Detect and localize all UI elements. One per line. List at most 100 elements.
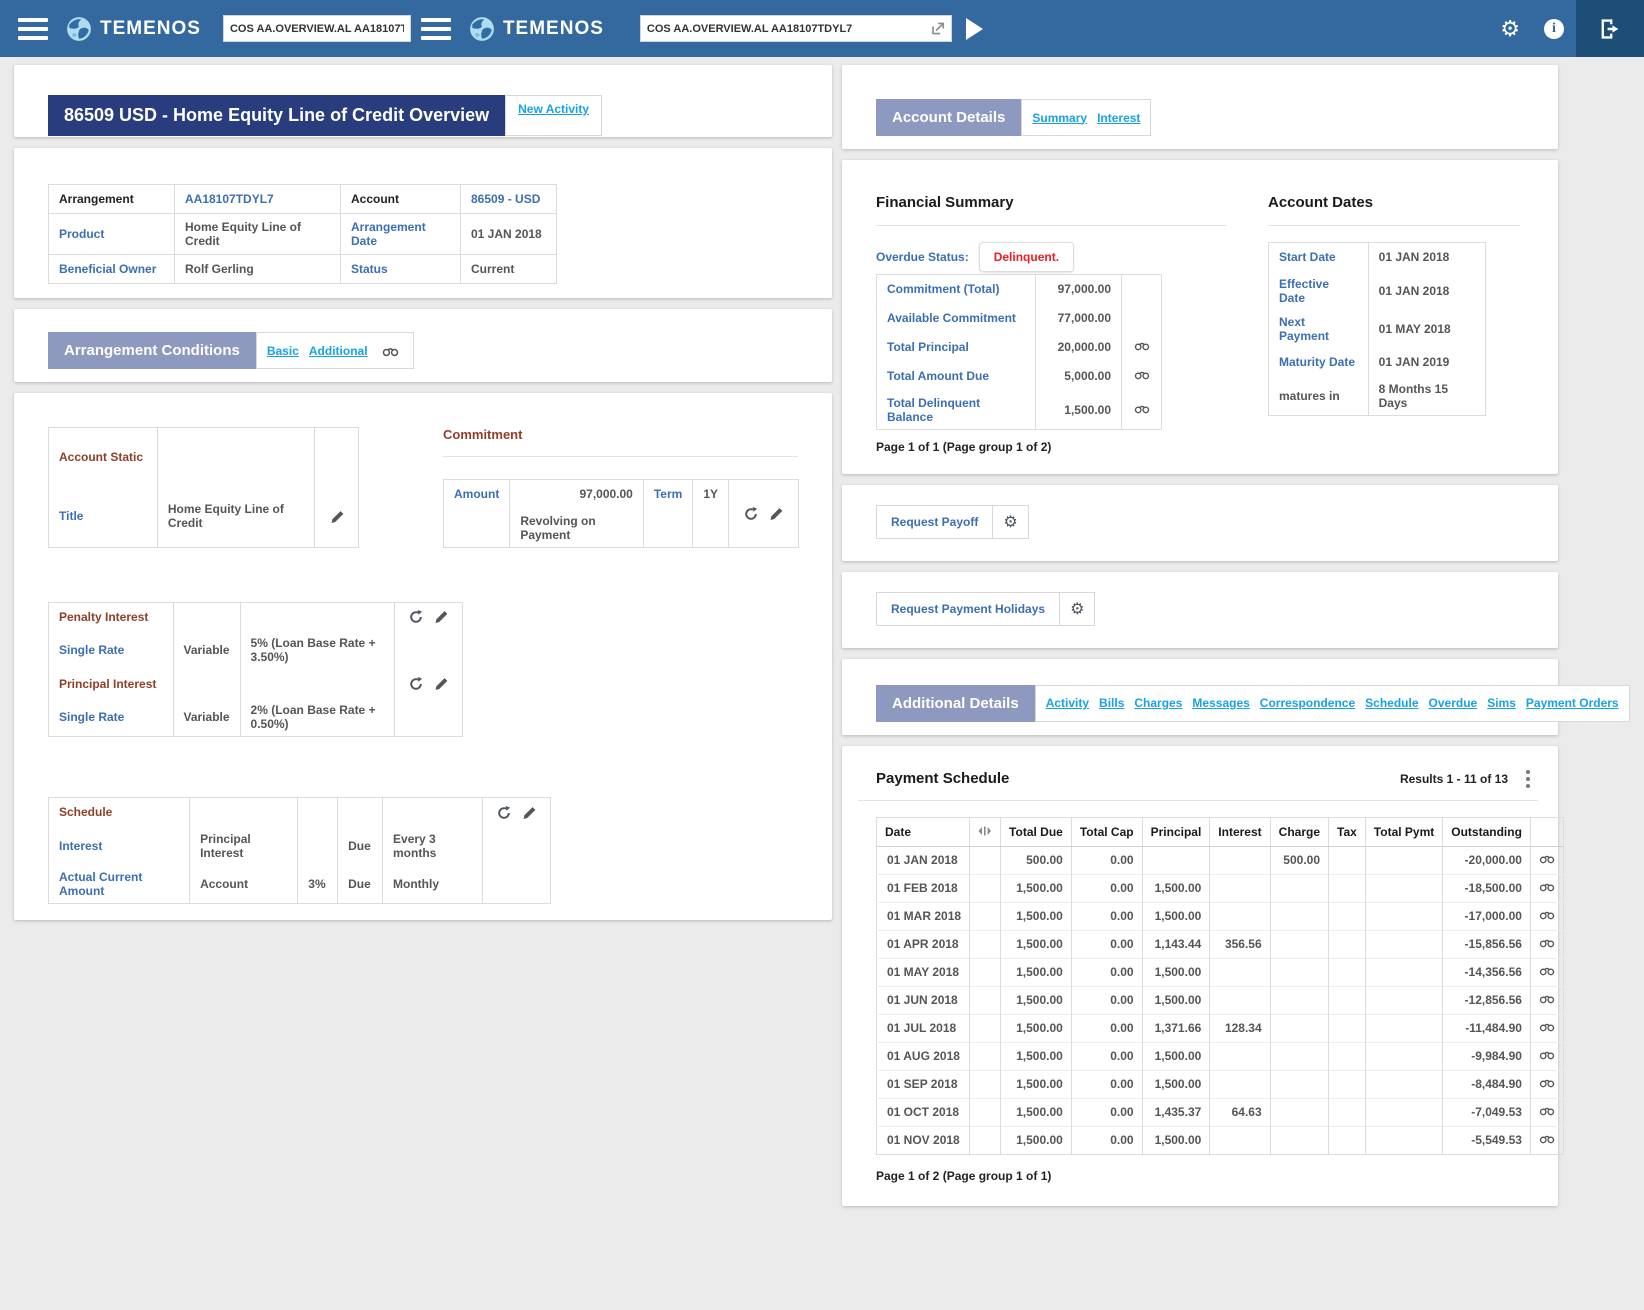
next-payment-value: 01 MAY 2018	[1367, 309, 1486, 348]
col-date[interactable]: Date	[876, 817, 970, 847]
payment-row[interactable]: 01 AUG 2018 1,500.00 0.00 1,500.00 -9,98…	[876, 1041, 1564, 1070]
rate-value: 2% (Loan Base Rate + 0.50%)	[239, 698, 395, 737]
payment-row[interactable]: 01 MAR 2018 1,500.00 0.00 1,500.00 -17,0…	[876, 901, 1564, 930]
edit-pencil-icon[interactable]	[434, 677, 448, 691]
hamburger-menu-icon[interactable]	[18, 17, 48, 40]
binoculars-icon[interactable]	[1134, 369, 1150, 380]
rate-value: 5% (Loan Base Rate + 3.50%)	[239, 631, 395, 669]
col-charge[interactable]: Charge	[1269, 817, 1329, 847]
account-details-title: Account Details	[876, 99, 1022, 136]
payment-row[interactable]: 01 OCT 2018 1,500.00 0.00 1,435.37 64.63…	[876, 1097, 1564, 1126]
payment-orders-link[interactable]: Payment Orders	[1525, 696, 1619, 710]
binoculars-icon[interactable]	[1539, 993, 1555, 1004]
refresh-icon[interactable]	[497, 805, 511, 820]
charges-link[interactable]: Charges	[1134, 696, 1183, 710]
edit-pencil-icon[interactable]	[330, 510, 344, 524]
amount-value: 97,000.00	[509, 479, 644, 509]
table-menu-dots-icon[interactable]	[1526, 769, 1530, 788]
account-id[interactable]: 86509 - USD	[460, 184, 557, 214]
run-command-icon[interactable]	[965, 17, 983, 40]
logout-area[interactable]	[1576, 0, 1644, 57]
summary-link[interactable]: Summary	[1032, 110, 1088, 125]
column-resize-icon[interactable]	[969, 817, 1001, 847]
total-delinquent-balance-value: 1,500.00	[1035, 390, 1122, 429]
binoculars-icon[interactable]	[1134, 340, 1150, 351]
brand-name: TEMENOS	[502, 17, 604, 39]
payment-row[interactable]: 01 APR 2018 1,500.00 0.00 1,143.44 356.5…	[876, 929, 1564, 958]
binoculars-icon[interactable]	[1134, 403, 1150, 414]
arrangement-id[interactable]: AA18107TDYL7	[174, 184, 341, 214]
cell-date: 01 SEP 2018	[876, 1069, 970, 1098]
cell-outstanding: -11,484.90	[1442, 1013, 1531, 1042]
payment-row[interactable]: 01 JUN 2018 1,500.00 0.00 1,500.00 -12,8…	[876, 985, 1564, 1014]
new-activity-link[interactable]: New Activity	[518, 102, 590, 116]
overdue-link[interactable]: Overdue	[1428, 696, 1478, 710]
info-icon[interactable]: i	[1544, 18, 1564, 39]
payment-row[interactable]: 01 JUL 2018 1,500.00 0.00 1,371.66 128.3…	[876, 1013, 1564, 1042]
payment-row[interactable]: 01 FEB 2018 1,500.00 0.00 1,500.00 -18,5…	[876, 873, 1564, 902]
binoculars-icon[interactable]	[1539, 1049, 1555, 1060]
refresh-icon[interactable]	[409, 676, 423, 691]
refresh-icon[interactable]	[409, 610, 423, 624]
hamburger-menu-icon-2[interactable]	[420, 17, 451, 40]
settings-gear-icon[interactable]: ⚙	[1500, 15, 1520, 41]
col-outstanding[interactable]: Outstanding	[1442, 817, 1531, 847]
bills-link[interactable]: Bills	[1099, 696, 1125, 710]
term-value: 1Y	[692, 479, 729, 509]
edit-pencil-icon[interactable]	[769, 507, 783, 521]
interest-link[interactable]: Interest	[1097, 110, 1141, 125]
payment-row[interactable]: 01 JAN 2018 500.00 0.00 500.00 -20,000.0…	[876, 845, 1564, 874]
refresh-icon[interactable]	[744, 506, 758, 521]
binoculars-icon[interactable]	[1539, 965, 1555, 976]
payment-row[interactable]: 01 MAY 2018 1,500.00 0.00 1,500.00 -14,3…	[876, 957, 1564, 986]
command-input-left[interactable]	[229, 22, 404, 35]
total-amount-due-value: 5,000.00	[1035, 361, 1122, 391]
binoculars-icon[interactable]	[1539, 1133, 1555, 1144]
binoculars-icon[interactable]	[1539, 853, 1555, 864]
cell-tax	[1328, 957, 1366, 986]
binoculars-icon[interactable]	[1539, 937, 1555, 948]
col-total-cap[interactable]: Total Cap	[1070, 817, 1143, 847]
cell-total-pymt	[1364, 901, 1443, 930]
edit-pencil-icon[interactable]	[434, 610, 448, 624]
additional-link[interactable]: Additional	[308, 343, 368, 358]
interest-label: Interest	[59, 838, 103, 853]
activity-link[interactable]: Activity	[1045, 696, 1090, 710]
schedule-link[interactable]: Schedule	[1365, 696, 1419, 710]
request-payoff-button[interactable]: Request Payoff	[877, 505, 993, 538]
logout-icon[interactable]	[1598, 17, 1622, 41]
account-details-header-card: Account Details Summary Interest	[842, 65, 1558, 149]
binoculars-icon[interactable]	[1539, 1021, 1555, 1032]
binoculars-icon[interactable]	[1539, 909, 1555, 920]
messages-link[interactable]: Messages	[1192, 696, 1250, 710]
payment-row[interactable]: 01 NOV 2018 1,500.00 0.00 1,500.00 -5,54…	[876, 1125, 1564, 1154]
payoff-gear-icon[interactable]: ⚙	[992, 505, 1027, 538]
edit-pencil-icon[interactable]	[522, 806, 536, 820]
col-total-due[interactable]: Total Due	[1000, 817, 1072, 847]
sims-link[interactable]: Sims	[1487, 696, 1516, 710]
arrangement-conditions-title: Arrangement Conditions	[48, 332, 256, 369]
single-rate-label: Single Rate	[59, 643, 125, 657]
top-bar: TEMENOS TEMENOS ⚙ i	[0, 0, 1644, 57]
penalty-interest-title: Penalty Interest	[59, 609, 149, 624]
request-payment-holidays-button[interactable]: Request Payment Holidays	[877, 592, 1060, 625]
brand-name: TEMENOS	[100, 17, 201, 39]
account-label: Account	[340, 184, 461, 214]
main-content: 86509 USD - Home Equity Line of Credit O…	[0, 57, 1644, 1217]
col-principal[interactable]: Principal	[1141, 817, 1210, 847]
binoculars-icon[interactable]	[1539, 1077, 1555, 1088]
payment-row[interactable]: 01 SEP 2018 1,500.00 0.00 1,500.00 -8,48…	[876, 1069, 1564, 1098]
command-input-right[interactable]	[646, 22, 931, 35]
col-interest[interactable]: Interest	[1209, 817, 1271, 847]
basic-link[interactable]: Basic	[266, 343, 299, 358]
cell-total-pymt	[1364, 845, 1443, 874]
correspondence-link[interactable]: Correspondence	[1259, 696, 1356, 710]
binoculars-icon[interactable]	[1539, 881, 1555, 892]
binoculars-icon[interactable]	[382, 345, 399, 357]
binoculars-icon[interactable]	[1539, 1105, 1555, 1116]
schedule-cell: 3%	[297, 864, 338, 903]
col-total-pymt[interactable]: Total Pymt	[1364, 817, 1443, 847]
payment-holidays-gear-icon[interactable]: ⚙	[1059, 592, 1094, 625]
goto-icon[interactable]	[931, 21, 945, 36]
col-tax[interactable]: Tax	[1328, 817, 1366, 847]
